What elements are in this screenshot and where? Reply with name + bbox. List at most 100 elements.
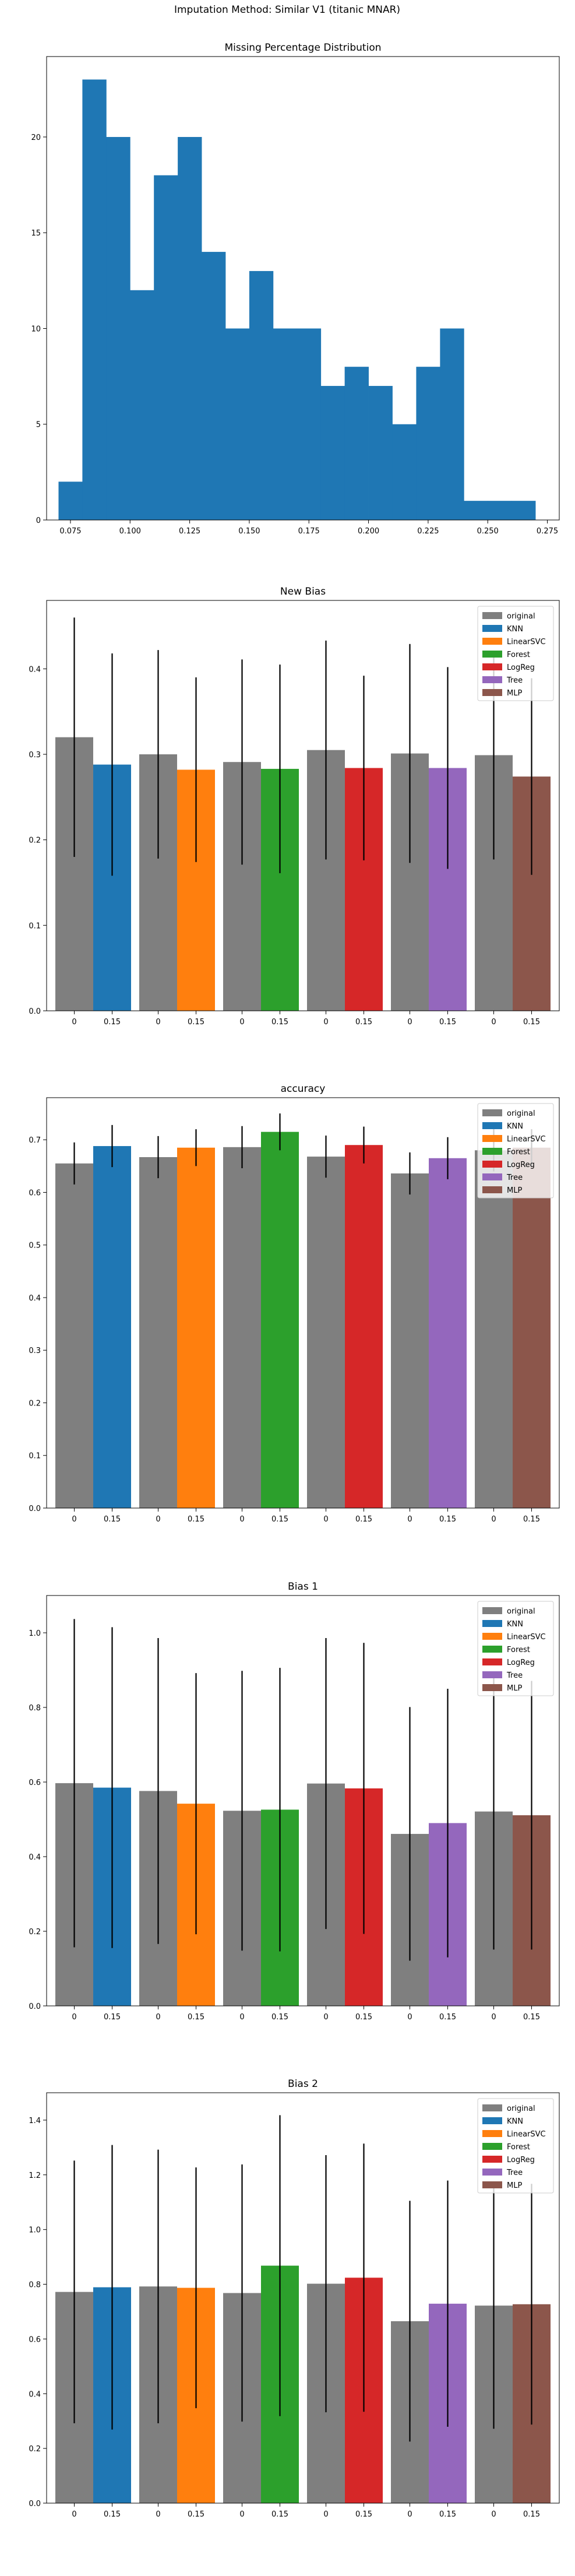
chart-1: Missing Percentage Distribution 0.075 0.10… — [31, 42, 560, 536]
x-tick-label: 0.200 — [358, 527, 379, 536]
legend-swatch-tree — [482, 1173, 502, 1180]
x-tick-label: 0 — [491, 2013, 496, 2022]
x-tick-label: 0 — [156, 2013, 160, 2022]
bar-original — [139, 1157, 177, 1508]
x-tick-label: 0 — [491, 2510, 496, 2519]
legend-swatch-mlp — [482, 2181, 502, 2188]
figure-suptitle: Imputation Method: Similar V1 (titanic M… — [174, 4, 400, 16]
y-tick-label: 0.2 — [29, 837, 41, 845]
legend-swatch-tree — [482, 2169, 502, 2176]
legend: original KNN LinearSVC Forest LogReg Tree MLP — [477, 2098, 554, 2194]
legend-label-tree: Tree — [506, 1173, 523, 1182]
bar-original — [223, 1147, 261, 1508]
y-tick-label: 0.5 — [29, 1242, 41, 1250]
chart-4: Bias 1 0 0.15 0 0.15 0 0.15 0 0.15 0 0.15 0 0.15 orig… — [29, 1581, 560, 2022]
y-tick-label: 1.0 — [29, 1629, 41, 1638]
legend-swatch-tree — [482, 1671, 502, 1678]
legend-swatch-knn — [482, 2117, 502, 2124]
x-tick-label: 0.15 — [355, 2013, 372, 2022]
legend-label-linearsvc: LinearSVC — [507, 2130, 546, 2139]
chart-title: Bias 1 — [288, 1581, 318, 1593]
legend-swatch-logreg — [482, 1161, 502, 1168]
x-tick-label: 0.100 — [119, 527, 141, 536]
x-tick-label: 0.15 — [355, 1018, 372, 1027]
bar-original — [475, 1150, 513, 1508]
y-tick-label: 0.0 — [29, 2500, 41, 2508]
legend-swatch-original — [482, 612, 502, 619]
legend-swatch-linearsvc — [482, 638, 502, 645]
x-tick-label: 0.15 — [523, 2013, 540, 2022]
x-tick-label: 0.15 — [104, 1515, 121, 1524]
histogram-bar — [130, 290, 154, 520]
x-tick-label: 0.225 — [417, 527, 439, 536]
y-tick-label: 0.2 — [29, 1399, 41, 1408]
y-tick-label: 20 — [31, 133, 41, 142]
histogram-bar — [273, 328, 298, 520]
legend: original KNN LinearSVC Forest LogReg Tree MLP — [477, 1103, 554, 1199]
x-tick-label: 0.15 — [188, 1018, 204, 1027]
x-tick-label: 0.15 — [523, 1515, 540, 1524]
x-tick-label: 0 — [239, 1515, 244, 1524]
legend-label-logreg: LogReg — [507, 1658, 535, 1667]
histogram-bar — [106, 136, 130, 520]
legend-label-mlp: MLP — [507, 1684, 522, 1693]
legend-swatch-forest — [482, 1148, 502, 1155]
legend-swatch-mlp — [482, 1684, 502, 1691]
legend-label-forest: Forest — [507, 1646, 530, 1654]
x-tick-label: 0 — [239, 1018, 244, 1027]
x-tick-label: 0.15 — [104, 2510, 121, 2519]
x-tick-label: 0 — [72, 2013, 76, 2022]
x-tick-label: 0.175 — [298, 527, 320, 536]
legend-label-mlp: MLP — [507, 2181, 522, 2190]
legend-label-knn: KNN — [507, 625, 523, 634]
legend: original KNN LinearSVC Forest LogReg Tree MLP — [477, 1601, 554, 1696]
x-tick-label: 0 — [323, 1515, 328, 1524]
legend-swatch-original — [482, 1109, 502, 1116]
bar-mlp — [513, 1147, 551, 1508]
x-tick-label: 0.15 — [188, 2510, 204, 2519]
legend-swatch-forest — [482, 1646, 502, 1653]
histogram-bar — [178, 136, 202, 520]
legend-label-original: original — [507, 2104, 535, 2113]
y-tick-label: 0.0 — [29, 1505, 41, 1513]
histogram-bar — [464, 501, 488, 520]
histogram-bar — [344, 367, 369, 520]
legend-label-forest: Forest — [507, 1148, 530, 1157]
legend-label-logreg: LogReg — [507, 663, 535, 672]
y-tick-label: 0.2 — [29, 2445, 41, 2454]
legend-swatch-knn — [482, 1620, 502, 1627]
x-tick-label: 0.15 — [271, 2510, 288, 2519]
legend-swatch-linearsvc — [482, 1135, 502, 1142]
legend: original KNN LinearSVC Forest LogReg Tree MLP — [477, 606, 554, 701]
y-tick-label: 0.6 — [29, 2335, 41, 2344]
y-tick-label: 1.0 — [29, 2226, 41, 2235]
y-tick-label: 0.2 — [29, 1928, 41, 1937]
legend-label-logreg: LogReg — [507, 2156, 535, 2164]
histogram-bar — [440, 328, 464, 520]
x-tick-label: 0 — [72, 2510, 76, 2519]
x-tick-label: 0.15 — [104, 2013, 121, 2022]
x-tick-label: 0.15 — [104, 1018, 121, 1027]
histogram-bar — [320, 386, 345, 520]
y-tick-label: 1.4 — [29, 2117, 41, 2125]
legend-label-forest: Forest — [507, 2143, 530, 2152]
x-tick-label: 0.075 — [59, 527, 81, 536]
bar-original — [391, 1173, 429, 1508]
histogram-bar — [416, 367, 440, 520]
legend-swatch-tree — [482, 676, 502, 683]
y-tick-label: 0.0 — [29, 1007, 41, 1016]
x-tick-label: 0.15 — [188, 1515, 204, 1524]
histogram-bar — [511, 501, 536, 520]
legend-label-knn: KNN — [507, 1122, 523, 1131]
y-tick-label: 10 — [31, 325, 41, 333]
legend-label-tree: Tree — [506, 2169, 523, 2177]
x-tick-label: 0.15 — [523, 1018, 540, 1027]
y-tick-label: 0.1 — [29, 922, 41, 930]
legend-label-mlp: MLP — [507, 1186, 522, 1195]
chart-title: Bias 2 — [288, 2078, 318, 2090]
bar-original — [55, 1163, 93, 1508]
x-tick-label: 0.15 — [188, 2013, 204, 2022]
histogram-bar — [154, 175, 178, 520]
